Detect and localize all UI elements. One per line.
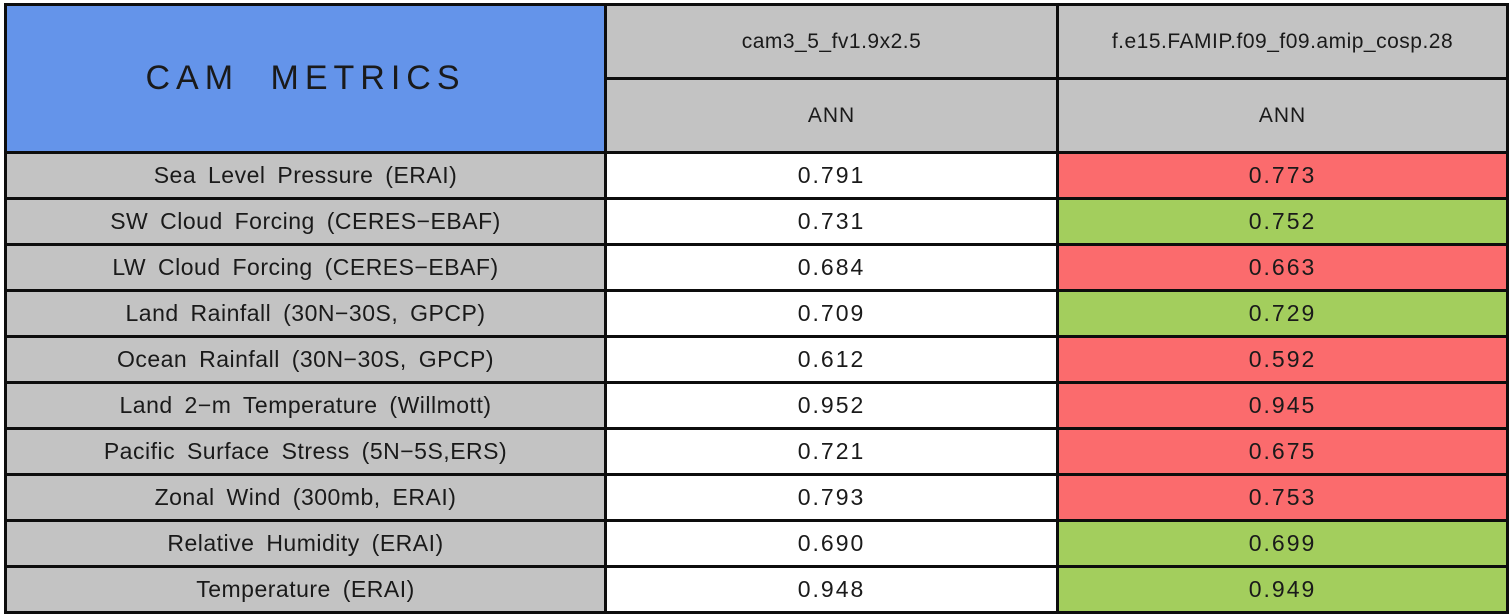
metric-value-model-1: 0.952 (604, 381, 1059, 430)
metric-label: LW Cloud Forcing (CERES−EBAF) (4, 243, 607, 292)
metric-value-model-1: 0.793 (604, 473, 1059, 522)
table-row: Ocean Rainfall (30N−30S, GPCP) 0.612 0.5… (4, 335, 1509, 384)
metric-label: Land Rainfall (30N−30S, GPCP) (4, 289, 607, 338)
metric-value-model-2: 0.753 (1056, 473, 1509, 522)
metric-value-model-2: 0.592 (1056, 335, 1509, 384)
metric-value-model-1: 0.948 (604, 565, 1059, 614)
season-header-model-1: ANN (604, 77, 1059, 154)
table-row: Zonal Wind (300mb, ERAI) 0.793 0.753 (4, 473, 1509, 522)
season-header-model-2: ANN (1056, 77, 1509, 154)
metric-label: Zonal Wind (300mb, ERAI) (4, 473, 607, 522)
metric-label: Temperature (ERAI) (4, 565, 607, 614)
metric-value-model-1: 0.791 (604, 151, 1059, 200)
table-row: Temperature (ERAI) 0.948 0.949 (4, 565, 1509, 614)
table-row: Land 2−m Temperature (Willmott) 0.952 0.… (4, 381, 1509, 430)
metric-value-model-2: 0.949 (1056, 565, 1509, 614)
cam-metrics-table: CAM METRICS cam3_5_fv1.9x2.5 f.e15.FAMIP… (4, 3, 1509, 614)
metric-value-model-2: 0.752 (1056, 197, 1509, 246)
metric-label: Land 2−m Temperature (Willmott) (4, 381, 607, 430)
model-2-name: f.e15.FAMIP.f09_f09.amip_cosp.28 (1111, 29, 1454, 53)
table-row: SW Cloud Forcing (CERES−EBAF) 0.731 0.75… (4, 197, 1509, 246)
table-row: Pacific Surface Stress (5N−5S,ERS) 0.721… (4, 427, 1509, 476)
metrics-table-wrapper: CAM METRICS cam3_5_fv1.9x2.5 f.e15.FAMIP… (4, 3, 1509, 614)
metric-label: Relative Humidity (ERAI) (4, 519, 607, 568)
metric-value-model-1: 0.690 (604, 519, 1059, 568)
header-row-models: CAM METRICS cam3_5_fv1.9x2.5 f.e15.FAMIP… (4, 3, 1509, 154)
metric-value-model-1: 0.612 (604, 335, 1059, 384)
table-row: Land Rainfall (30N−30S, GPCP) 0.709 0.72… (4, 289, 1509, 338)
metric-label: Sea Level Pressure (ERAI) (4, 151, 607, 200)
header-row-seasons: ANN ANN (6, 77, 1509, 154)
table-title: CAM METRICS (4, 3, 607, 154)
table-row: LW Cloud Forcing (CERES−EBAF) 0.684 0.66… (4, 243, 1509, 292)
metric-value-model-1: 0.731 (604, 197, 1059, 246)
metric-value-model-2: 0.945 (1056, 381, 1509, 430)
table-row: Relative Humidity (ERAI) 0.690 0.699 (4, 519, 1509, 568)
metric-value-model-2: 0.773 (1056, 151, 1509, 200)
metric-value-model-2: 0.663 (1056, 243, 1509, 292)
metric-value-model-2: 0.729 (1056, 289, 1509, 338)
metric-label: SW Cloud Forcing (CERES−EBAF) (4, 197, 607, 246)
metric-value-model-2: 0.699 (1056, 519, 1509, 568)
column-header-model-1: cam3_5_fv1.9x2.5 (604, 3, 1059, 80)
metric-label: Ocean Rainfall (30N−30S, GPCP) (4, 335, 607, 384)
metric-value-model-1: 0.709 (604, 289, 1059, 338)
model-1-name: cam3_5_fv1.9x2.5 (741, 29, 922, 53)
metric-value-model-1: 0.721 (604, 427, 1059, 476)
metric-value-model-2: 0.675 (1056, 427, 1509, 476)
metric-label: Pacific Surface Stress (5N−5S,ERS) (4, 427, 607, 476)
column-header-model-2: f.e15.FAMIP.f09_f09.amip_cosp.28 (1056, 3, 1509, 80)
table-row: Sea Level Pressure (ERAI) 0.791 0.773 (4, 151, 1509, 200)
metric-value-model-1: 0.684 (604, 243, 1059, 292)
